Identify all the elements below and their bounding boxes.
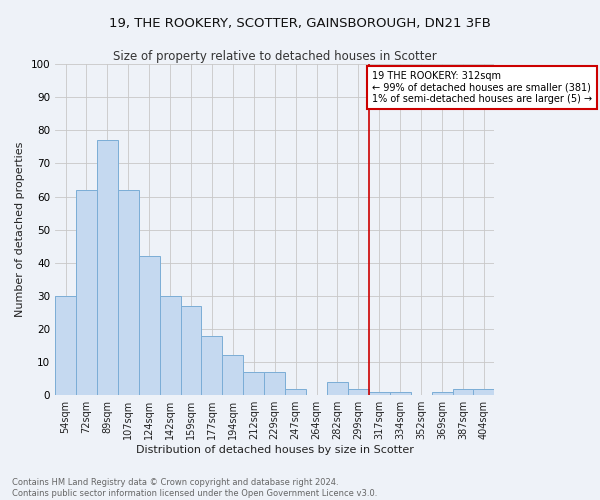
Bar: [223, 356, 244, 395]
Text: Contains HM Land Registry data © Crown copyright and database right 2024.
Contai: Contains HM Land Registry data © Crown c…: [12, 478, 377, 498]
Bar: [285, 388, 306, 395]
X-axis label: Distribution of detached houses by size in Scotter: Distribution of detached houses by size …: [136, 445, 413, 455]
Bar: [97, 140, 118, 395]
Bar: [327, 382, 348, 395]
Bar: [264, 372, 285, 395]
Bar: [369, 392, 390, 395]
Bar: [473, 388, 494, 395]
Bar: [139, 256, 160, 395]
Y-axis label: Number of detached properties: Number of detached properties: [15, 142, 25, 318]
Bar: [348, 388, 369, 395]
Bar: [452, 388, 473, 395]
Bar: [202, 336, 223, 395]
Bar: [244, 372, 264, 395]
Bar: [160, 296, 181, 395]
Bar: [118, 190, 139, 395]
Bar: [431, 392, 452, 395]
Bar: [76, 190, 97, 395]
Bar: [390, 392, 411, 395]
Title: Size of property relative to detached houses in Scotter: Size of property relative to detached ho…: [113, 50, 437, 63]
Bar: [181, 306, 202, 395]
Text: 19 THE ROOKERY: 312sqm
← 99% of detached houses are smaller (381)
1% of semi-det: 19 THE ROOKERY: 312sqm ← 99% of detached…: [372, 71, 592, 104]
Text: 19, THE ROOKERY, SCOTTER, GAINSBOROUGH, DN21 3FB: 19, THE ROOKERY, SCOTTER, GAINSBOROUGH, …: [109, 18, 491, 30]
Bar: [55, 296, 76, 395]
